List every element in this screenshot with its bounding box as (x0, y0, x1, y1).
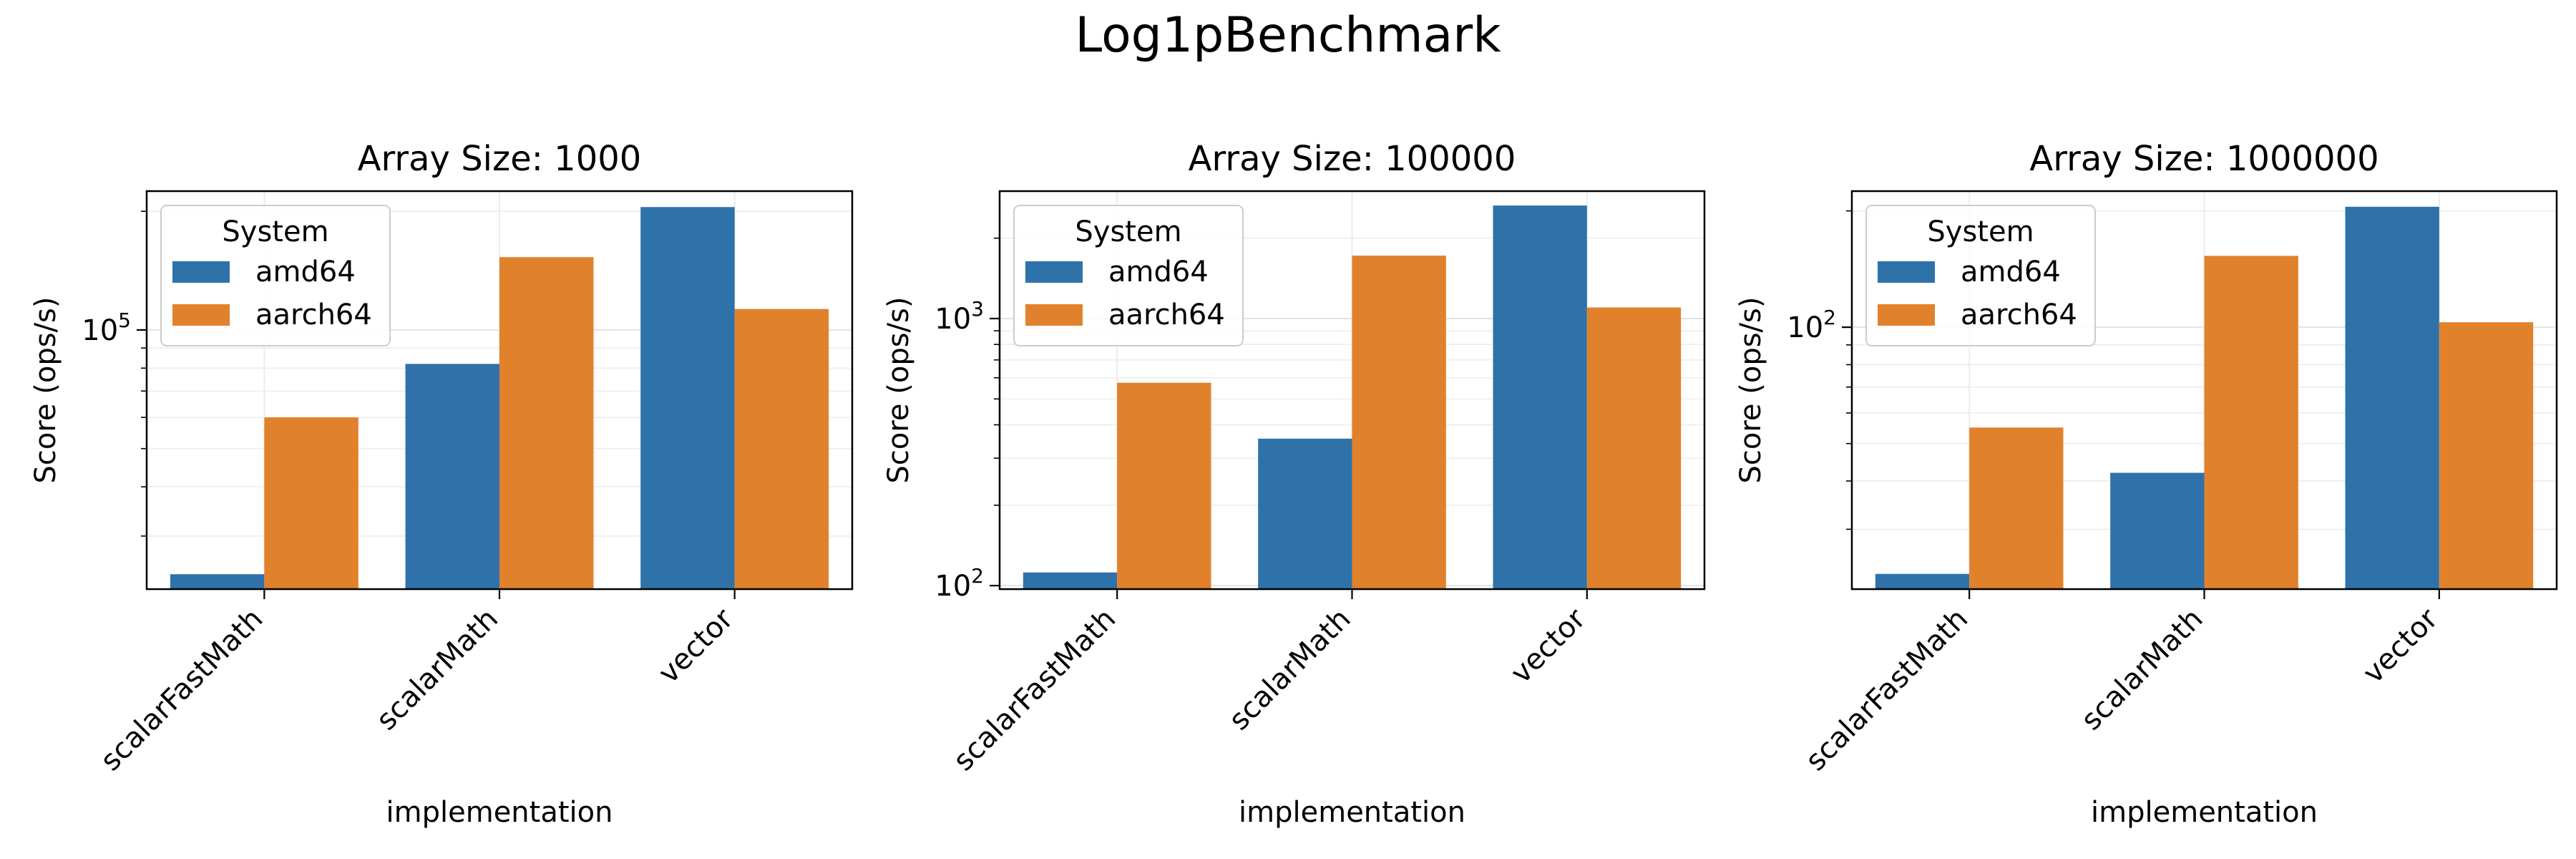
figure-title: Log1pBenchmark (1075, 7, 1501, 64)
legend-swatch-amd64 (1878, 261, 1935, 283)
y-tick-label: 102 (935, 564, 984, 603)
bar-aarch64-scalarMath (1352, 256, 1446, 589)
bar-aarch64-vector (1586, 307, 1682, 589)
legend-label-aarch64: aarch64 (1108, 299, 1225, 331)
y-axis-label: Score (ops/s) (29, 297, 62, 484)
x-axis-label: implementation (2091, 796, 2318, 829)
legend-label-amd64: amd64 (1108, 256, 1209, 288)
bar-aarch64-scalarFastMath (1969, 427, 2064, 589)
bar-aarch64-scalarMath (499, 257, 594, 589)
legend: System amd64 aarch64 (1865, 205, 2096, 346)
legend-title: System (1927, 215, 2034, 248)
bar-amd64-vector (1493, 205, 1587, 589)
x-tick-label: scalarMath (2075, 603, 2210, 737)
x-axis-label: implementation (1239, 796, 1465, 829)
chart-panel-2: 102 103 scalarFastMath scalarMath vector Arra… (882, 139, 1706, 829)
bar-aarch64-vector (734, 309, 829, 589)
x-tick-label: scalarMath (370, 603, 504, 737)
legend-swatch-amd64 (1025, 261, 1083, 283)
legend-swatch-amd64 (172, 261, 230, 283)
legend-swatch-aarch64 (1025, 304, 1083, 326)
legend-label-aarch64: aarch64 (255, 299, 372, 331)
bar-amd64-scalarMath (2110, 472, 2205, 589)
panel-title: Array Size: 1000 (358, 139, 642, 179)
bar-amd64-scalarFastMath (1875, 573, 1970, 589)
x-tick-label: scalarFastMath (94, 603, 270, 778)
legend-swatch-aarch64 (172, 304, 230, 326)
bar-aarch64-vector (2439, 322, 2534, 589)
x-axis-label: implementation (386, 796, 613, 829)
y-axis-label: Score (ops/s) (1735, 297, 1767, 484)
y-tick-label: 103 (935, 297, 984, 336)
legend-title: System (222, 215, 328, 248)
bar-aarch64-scalarFastMath (264, 417, 358, 589)
y-axis-label: Score (ops/s) (882, 297, 915, 484)
bar-amd64-scalarMath (1258, 438, 1352, 589)
legend-title: System (1075, 215, 1181, 248)
bar-amd64-vector (640, 207, 735, 589)
y-tick-label: 102 (1787, 306, 1836, 344)
bar-aarch64-scalarMath (2204, 256, 2298, 589)
x-tick-label: scalarFastMath (947, 603, 1123, 778)
x-tick-label: vector (1505, 602, 1593, 690)
bar-amd64-scalarFastMath (1023, 572, 1118, 589)
bar-amd64-scalarMath (405, 364, 499, 589)
panel-title: Array Size: 1000000 (2029, 139, 2379, 179)
chart-panel-1: 105 scalarFastMath scalarMath vector Array S… (29, 139, 854, 829)
legend: System amd64 aarch64 (160, 205, 391, 346)
legend-label-aarch64: aarch64 (1961, 299, 2077, 331)
legend-label-amd64: amd64 (1961, 256, 2061, 288)
bar-amd64-scalarFastMath (170, 574, 265, 589)
legend: System amd64 aarch64 (1013, 205, 1244, 346)
x-tick-label: scalarFastMath (1800, 603, 1975, 778)
y-tick-label: 105 (82, 309, 131, 347)
x-tick-label: vector (652, 602, 740, 690)
bar-aarch64-scalarFastMath (1117, 382, 1211, 589)
bar-amd64-vector (2345, 206, 2439, 589)
x-tick-label: vector (2357, 602, 2445, 690)
panel-title: Array Size: 100000 (1189, 139, 1516, 179)
x-tick-label: scalarMath (1223, 603, 1357, 737)
legend-label-amd64: amd64 (255, 256, 356, 288)
chart-panel-3: 102 scalarFastMath scalarMath vector Array S… (1735, 139, 2558, 829)
legend-swatch-aarch64 (1878, 304, 1935, 326)
